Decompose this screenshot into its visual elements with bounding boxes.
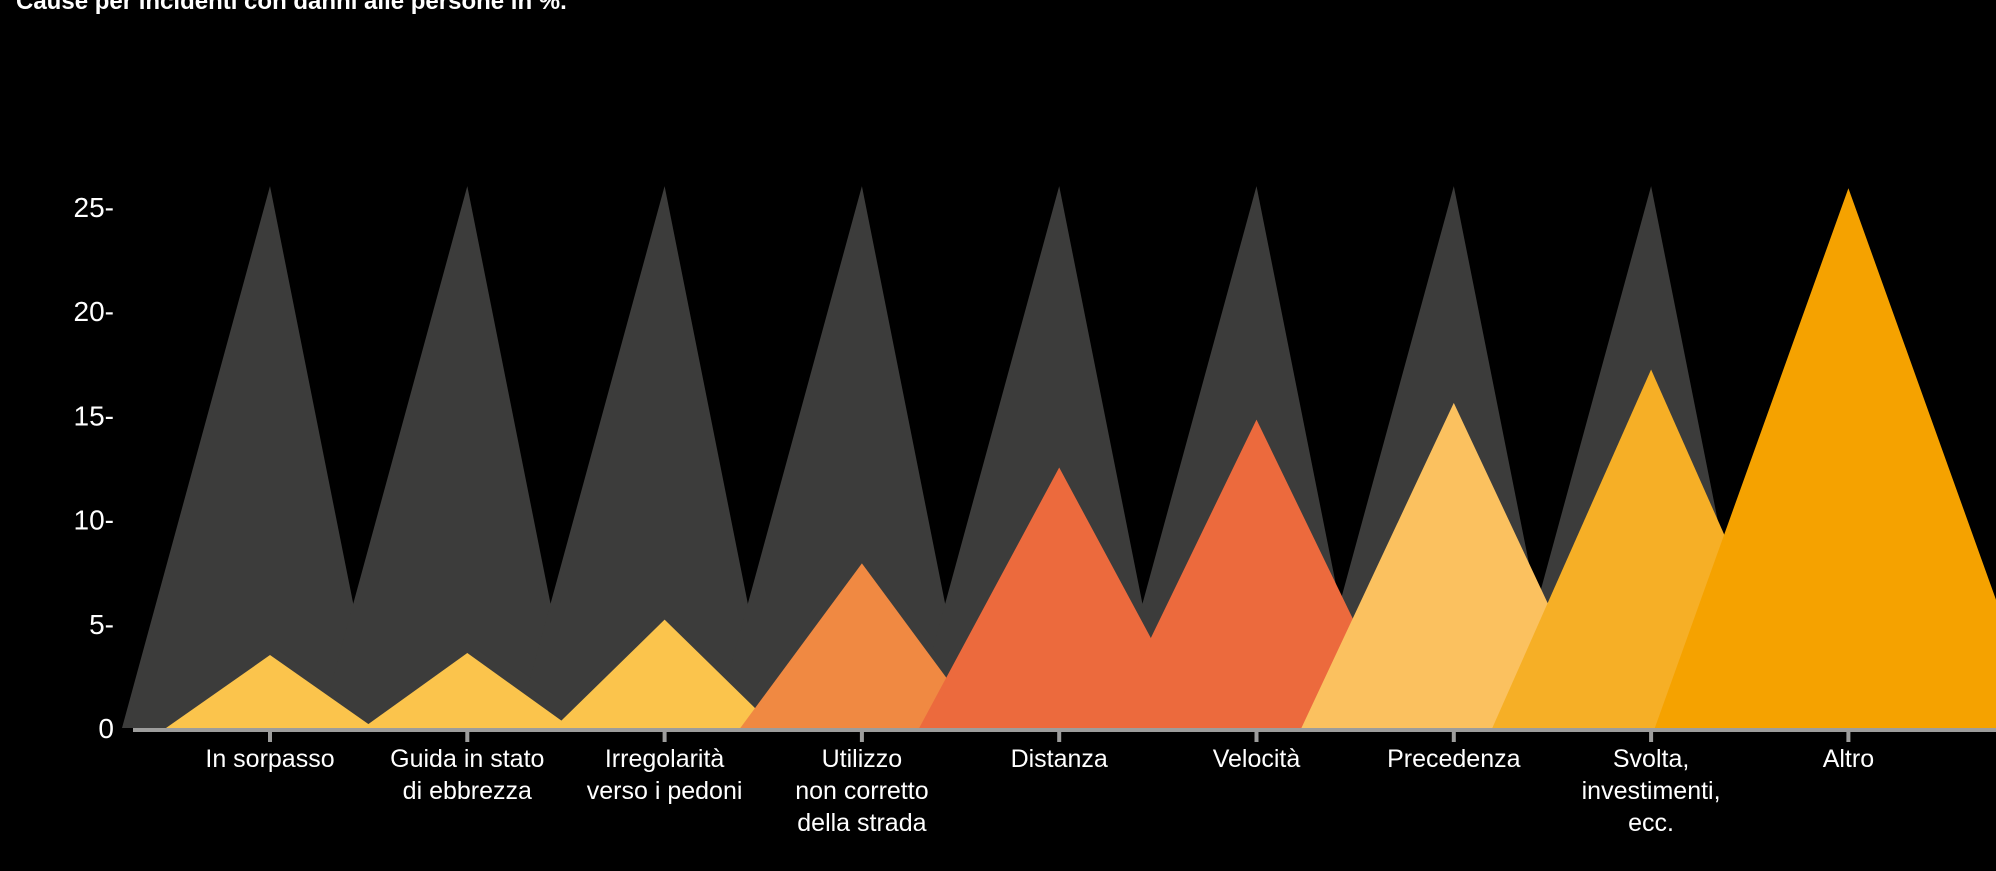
data-peak bbox=[919, 467, 1200, 728]
x-category-label: Svolta, investimenti, ecc. bbox=[1582, 745, 1721, 837]
x-category-label: Utilizzo non corretto della strada bbox=[795, 745, 928, 837]
x-category-label-line: di ebbrezza bbox=[403, 777, 532, 805]
x-category-label: Irregolarità verso i pedoni bbox=[587, 745, 743, 805]
background-peak bbox=[713, 186, 970, 728]
x-category-label-line: Svolta, bbox=[1613, 745, 1689, 773]
x-axis-tick bbox=[1649, 732, 1654, 742]
x-category-label: Distanza bbox=[1011, 745, 1108, 773]
x-axis-tick bbox=[268, 732, 272, 742]
x-category-label-line: investimenti, bbox=[1582, 777, 1721, 805]
data-peaks bbox=[166, 188, 1996, 728]
x-category-label: Altro bbox=[1823, 745, 1874, 773]
data-peak bbox=[1107, 419, 1406, 728]
data-peak bbox=[166, 655, 374, 728]
x-category-label-line: Velocità bbox=[1213, 745, 1301, 773]
x-category-label-line: della strada bbox=[797, 809, 926, 837]
background-peak bbox=[516, 186, 773, 728]
background-peak bbox=[122, 186, 378, 728]
y-tick-label: 15- bbox=[74, 400, 114, 431]
x-category-label-line: verso i pedoni bbox=[587, 777, 743, 805]
axes bbox=[133, 728, 1996, 742]
data-peak bbox=[553, 619, 776, 728]
chart-title: Cause per incidenti con danni alle perso… bbox=[16, 0, 567, 15]
y-tick-label: 5- bbox=[89, 609, 114, 640]
x-category-label-line: Distanza bbox=[1011, 745, 1108, 773]
x-axis-line bbox=[133, 728, 1996, 732]
x-axis-tick bbox=[1254, 732, 1259, 742]
x-axis-tick bbox=[859, 732, 864, 742]
x-axis-tick bbox=[465, 732, 470, 742]
x-category-label-line: Guida in stato bbox=[390, 745, 544, 773]
x-category-label-line: Irregolarità bbox=[605, 745, 725, 773]
y-tick-label: 20- bbox=[74, 296, 114, 327]
labels: 0 5- 10- 15- 20- 25- In sorpasso Guida in stato… bbox=[74, 192, 1875, 837]
x-category-label-line: In sorpasso bbox=[205, 745, 334, 773]
x-axis-tick bbox=[1057, 732, 1062, 742]
x-category-label: Guida in stato di ebbrezza bbox=[390, 745, 544, 805]
x-axis-tick bbox=[1451, 732, 1456, 742]
x-category-label-line: ecc. bbox=[1628, 809, 1674, 837]
y-tick-label: 0 bbox=[98, 713, 114, 744]
data-peak bbox=[362, 652, 572, 728]
y-tick-label: 10- bbox=[74, 505, 114, 536]
y-tick-label: 25- bbox=[74, 192, 114, 223]
x-category-label-line: Precedenza bbox=[1387, 745, 1521, 773]
data-peak bbox=[740, 563, 984, 728]
x-axis-tick bbox=[1846, 732, 1851, 742]
x-axis-tick bbox=[662, 732, 667, 742]
x-category-label: Velocità bbox=[1213, 745, 1301, 773]
background-peak bbox=[319, 186, 576, 728]
x-category-label-line: Altro bbox=[1823, 745, 1874, 773]
data-peak bbox=[1654, 188, 1996, 728]
x-category-label: In sorpasso bbox=[205, 745, 334, 773]
x-category-label-line: Utilizzo bbox=[822, 745, 903, 773]
x-category-label-line: non corretto bbox=[795, 777, 928, 805]
x-category-label: Precedenza bbox=[1387, 745, 1521, 773]
